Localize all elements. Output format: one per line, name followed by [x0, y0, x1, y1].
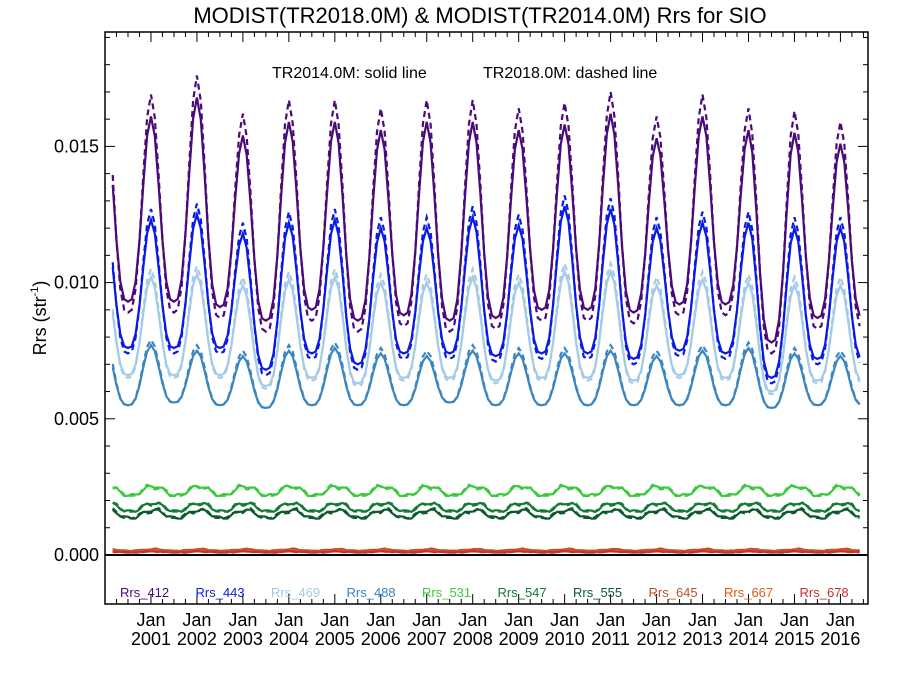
x-tick-year-label: 2009: [499, 629, 539, 649]
series-line-rrs-555-dashed: [111, 506, 860, 520]
legend-entry-rrs-555: Rrs_555: [573, 585, 622, 600]
x-tick-year-label: 2013: [683, 629, 723, 649]
series-line-rrs-412-dashed: [111, 75, 861, 355]
x-tick-month-label: Jan: [366, 610, 395, 630]
x-tick-month-label: Jan: [734, 610, 763, 630]
x-tick-year-label: 2016: [820, 629, 860, 649]
x-tick-year-label: 2008: [453, 629, 493, 649]
legend-entry-rrs-645: Rrs_645: [649, 585, 698, 600]
series-line-rrs-469-dashed: [111, 259, 861, 396]
x-tick-year-label: 2012: [637, 629, 677, 649]
legend-entry-rrs-667: Rrs_667: [724, 585, 773, 600]
series-line-rrs-488-dashed: [111, 337, 861, 410]
annotation-dashed-line: TR2018.0M: dashed line: [483, 65, 657, 82]
y-axis-label-close: ): [30, 281, 50, 287]
legend-entry-rrs-678: Rrs_678: [800, 585, 849, 600]
legend-entry-rrs-547: Rrs_547: [498, 585, 547, 600]
plot-frame: [104, 31, 869, 605]
x-tick-month-label: Jan: [274, 610, 303, 630]
x-tick-month-label: Jan: [228, 610, 257, 630]
x-tick-month-label: Jan: [596, 610, 625, 630]
y-tick-label: 0.015: [54, 136, 99, 156]
x-tick-month-label: Jan: [688, 610, 717, 630]
x-tick-month-label: Jan: [826, 610, 855, 630]
svg-text:Rrs (str-1): Rrs (str-1): [29, 281, 50, 356]
y-tick-label: 0.000: [54, 545, 99, 565]
y-axis-label-main: Rrs (str: [30, 296, 50, 355]
x-tick-month-label: Jan: [182, 610, 211, 630]
x-tick-year-label: 2002: [177, 629, 217, 649]
x-tick-year-label: 2004: [269, 629, 309, 649]
x-tick-month-label: Jan: [642, 610, 671, 630]
series-line-rrs-531-solid: [112, 484, 861, 498]
x-tick-year-label: 2006: [361, 629, 401, 649]
y-axis-label: Rrs (str-1): [29, 281, 50, 356]
legend-entry-rrs-443: Rrs_443: [196, 585, 245, 600]
x-tick-year-label: 2015: [774, 629, 814, 649]
x-tick-month-label: Jan: [136, 610, 165, 630]
chart-title: MODIST(TR2018.0M) & MODIST(TR2014.0M) Rr…: [193, 3, 766, 28]
series-line-rrs-531-dashed: [112, 483, 861, 498]
legend-entry-rrs-412: Rrs_412: [120, 585, 169, 600]
x-tick-year-label: 2005: [315, 629, 355, 649]
series-line-rrs-547-dashed: [112, 501, 861, 513]
y-tick-label: 0.005: [54, 409, 99, 429]
x-tick-year-label: 2001: [131, 629, 171, 649]
legend-entry-rrs-469: Rrs_469: [271, 585, 320, 600]
x-tick-year-label: 2014: [728, 629, 768, 649]
x-tick-year-label: 2003: [223, 629, 263, 649]
x-tick-month-label: Jan: [780, 610, 809, 630]
legend-entry-rrs-531: Rrs_531: [422, 585, 471, 600]
x-tick-month-label: Jan: [458, 610, 487, 630]
x-tick-month-label: Jan: [320, 610, 349, 630]
series-line-rrs-678-dashed: [112, 549, 860, 554]
x-tick-month-label: Jan: [412, 610, 441, 630]
x-tick-month-label: Jan: [504, 610, 533, 630]
x-tick-year-label: 2011: [591, 629, 630, 649]
series-line-rrs-443-dashed: [111, 195, 861, 385]
legend-entry-rrs-488: Rrs_488: [347, 585, 396, 600]
x-tick-month-label: Jan: [550, 610, 579, 630]
x-tick-year-label: 2007: [407, 629, 447, 649]
y-tick-label: 0.010: [54, 273, 99, 293]
x-tick-year-label: 2010: [545, 629, 585, 649]
y-axis-label-exponent: -1: [29, 287, 41, 297]
annotation-solid-line: TR2014.0M: solid line: [272, 65, 427, 82]
